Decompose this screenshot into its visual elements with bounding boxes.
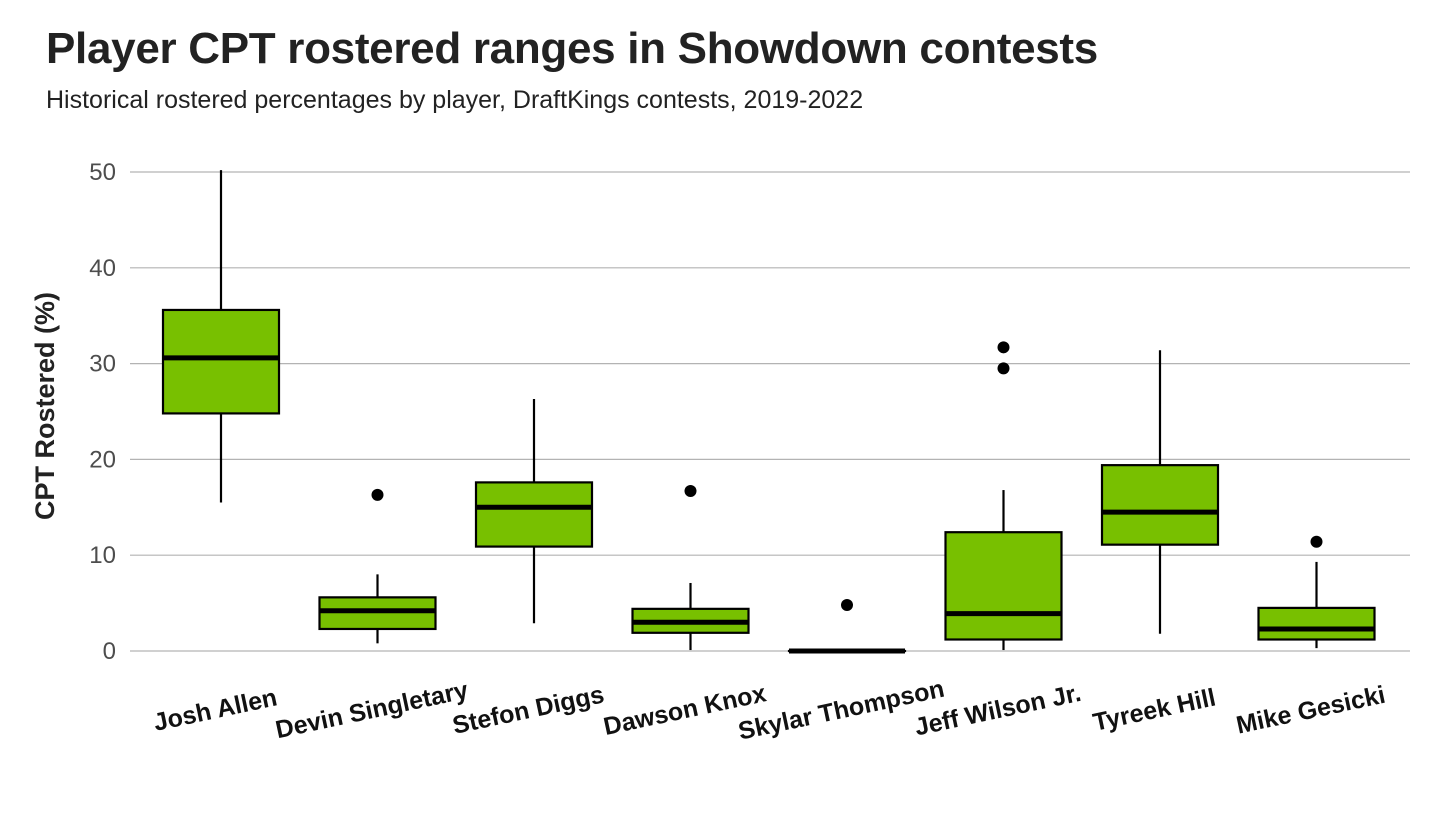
box-stefon-diggs — [474, 399, 594, 624]
outlier-point — [371, 488, 384, 501]
box-dawson-knox — [631, 485, 750, 651]
y-tick-label-20: 20 — [89, 446, 116, 473]
box-tyreek-hill — [1100, 350, 1220, 634]
chart-subtitle: Historical rostered percentages by playe… — [46, 86, 864, 114]
x-tick-label-tyreek-hill: Tyreek Hill — [1090, 684, 1218, 737]
box-jeff-wilson-jr — [944, 341, 1063, 651]
x-tick-label-skylar-thompson: Skylar Thompson — [736, 675, 947, 746]
x-tick-label-mike-gesicki: Mike Gesicki — [1234, 681, 1388, 740]
y-tick-label-50: 50 — [89, 159, 116, 186]
outlier-point — [841, 599, 853, 612]
y-axis-ticks: 0 10 20 30 40 50 — [89, 159, 116, 665]
outlier-point — [997, 341, 1010, 354]
box-skylar-thompson — [787, 599, 907, 654]
y-tick-label-10: 10 — [89, 542, 116, 569]
x-tick-label-devin-singletary: Devin Singletary — [273, 676, 471, 744]
iqr-box — [944, 531, 1063, 641]
iqr-box — [474, 481, 594, 548]
y-axis-title: CPT Rostered (%) — [30, 292, 60, 520]
iqr-box — [161, 308, 281, 415]
box-mike-gesicki — [1257, 535, 1376, 649]
iqr-box — [1100, 464, 1220, 546]
grid-lines — [130, 171, 1410, 652]
boxes — [161, 170, 1376, 654]
y-tick-label-0: 0 — [103, 638, 116, 665]
outlier-point — [684, 485, 697, 498]
box-devin-singletary — [318, 488, 437, 644]
y-tick-label-40: 40 — [89, 255, 116, 282]
iqr-box — [1257, 606, 1376, 641]
outlier-point — [1310, 535, 1323, 548]
outlier-point — [997, 362, 1010, 375]
y-tick-label-30: 30 — [89, 351, 116, 378]
x-tick-label-josh-allen: Josh Allen — [151, 683, 280, 736]
box-josh-allen — [161, 170, 281, 503]
x-tick-label-stefon-diggs: Stefon Diggs — [450, 680, 607, 739]
chart-title: Player CPT rostered ranges in Showdown c… — [46, 24, 1098, 73]
